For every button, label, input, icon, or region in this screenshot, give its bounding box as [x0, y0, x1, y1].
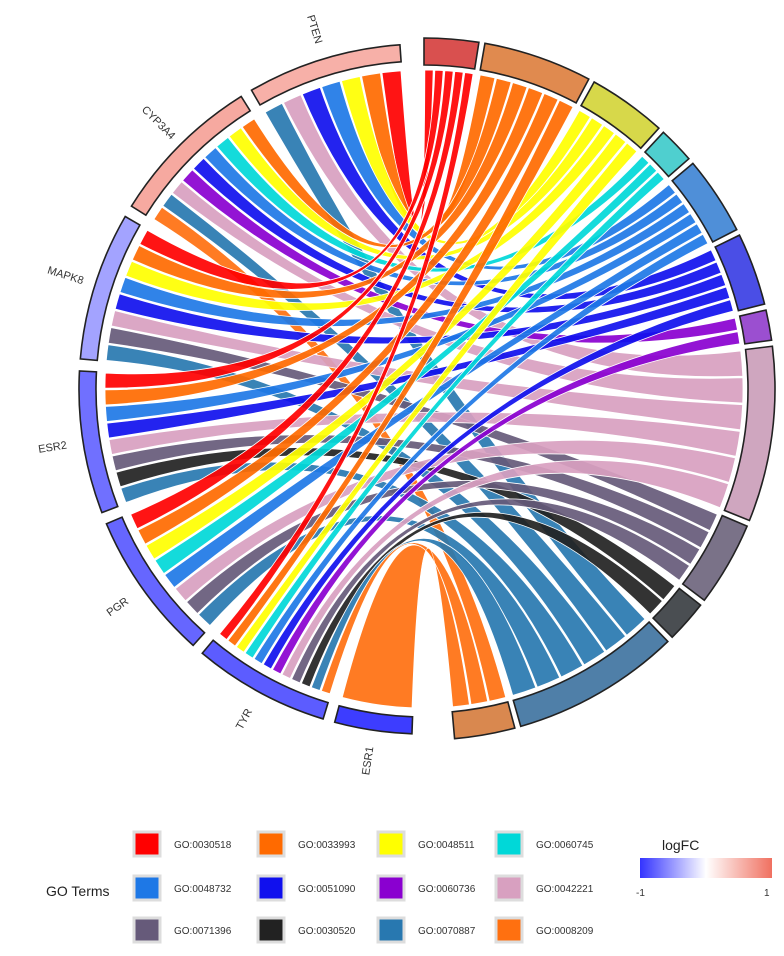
ribbon — [264, 102, 646, 636]
logfc-max-label: 1 — [764, 888, 770, 899]
legend-swatch — [256, 874, 286, 902]
ribbon — [137, 93, 559, 545]
legend-label: GO:0030520 — [298, 926, 356, 937]
legend-title: GO Terms — [46, 883, 110, 899]
legend: GO Terms GO:0030518 GO:0033993 GO:0048511 G… — [46, 830, 772, 944]
ribbon — [145, 133, 627, 560]
term-arc-go-0060736 — [738, 309, 773, 345]
gene-arc-mapk8 — [79, 215, 142, 362]
term-arc-go-0030518 — [423, 37, 480, 70]
ribbon — [130, 71, 464, 530]
ribbon — [110, 310, 744, 431]
ribbon — [105, 213, 697, 422]
term-arc-go-0008209 — [451, 700, 516, 740]
legend-label: GO:0042221 — [536, 884, 594, 895]
gene-label-tyr: TYR — [234, 707, 255, 732]
legend-label: GO:0060745 — [536, 840, 594, 851]
ribbon — [271, 331, 741, 675]
legend-swatch — [256, 830, 286, 858]
legend-swatch — [256, 916, 286, 944]
legend-swatch — [132, 874, 162, 902]
legend-label: GO:0048732 — [174, 884, 232, 895]
legend-label: GO:0008209 — [536, 926, 594, 937]
ribbon — [235, 142, 638, 653]
ribbon — [262, 299, 734, 670]
ribbon — [253, 233, 709, 665]
logfc-colorbar — [640, 858, 772, 878]
ribbon — [244, 171, 665, 659]
ribbon — [107, 327, 718, 532]
gene-arc-pten — [250, 43, 402, 107]
legend-swatch — [376, 916, 406, 944]
gene-label-pgr: PGR — [105, 595, 131, 619]
legend-label: GO:0070887 — [418, 926, 476, 937]
term-arc-go-0048732 — [671, 162, 738, 243]
legend-swatch — [132, 916, 162, 944]
logfc-scale-title: logFC — [662, 837, 699, 853]
term-arc-go-0042221 — [723, 345, 776, 522]
go-chord-diagram: PTEN CYP3A4 MAPK8 ESR2 PGR TYR ESR1 — [37, 14, 776, 776]
term-arc-group — [423, 37, 776, 740]
ribbon — [106, 286, 731, 439]
ribbon — [341, 544, 470, 709]
gene-arc-esr1 — [333, 704, 414, 735]
ribbon — [281, 459, 730, 680]
ribbon — [104, 70, 454, 389]
legend-label: GO:0051090 — [298, 884, 356, 895]
ribbon — [186, 480, 701, 615]
gene-arc-esr2 — [78, 370, 119, 514]
gene-label-esr1: ESR1 — [360, 746, 376, 776]
gene-arc-group — [78, 43, 414, 735]
term-arc-go-0033993 — [479, 42, 590, 105]
term-arc-go-0070887 — [512, 620, 669, 728]
legend-swatch — [494, 830, 524, 858]
ribbon — [219, 72, 474, 641]
term-arc-go-0048511 — [579, 80, 660, 150]
ribbon — [300, 511, 663, 688]
gene-arc-cyp3a4 — [130, 95, 252, 217]
ribbon — [174, 439, 736, 602]
legend-items: GO:0030518 GO:0033993 GO:0048511 GO:0060745… — [132, 830, 594, 944]
term-arc-go-0071396 — [681, 514, 749, 602]
logfc-min-label: -1 — [636, 888, 645, 899]
ribbon — [120, 461, 584, 678]
ribbon — [104, 87, 544, 406]
legend-label: GO:0060736 — [418, 884, 476, 895]
gene-arc-pgr — [105, 516, 206, 647]
term-arc-go-0051090 — [714, 234, 766, 312]
ribbon — [192, 157, 722, 314]
ribbon — [115, 447, 676, 601]
ribbon — [139, 69, 444, 290]
ribbon — [228, 117, 604, 261]
ribbon — [320, 542, 489, 705]
ribbon — [131, 82, 528, 299]
gene-label-pten: PTEN — [304, 14, 324, 46]
term-arc-go-0060745 — [643, 131, 691, 178]
ribbon — [197, 515, 561, 688]
legend-swatch — [132, 830, 162, 858]
legend-swatch — [376, 830, 406, 858]
legend-swatch — [494, 874, 524, 902]
ribbon — [291, 498, 691, 684]
term-arc-go-0030520 — [651, 587, 702, 639]
ribbon — [241, 77, 512, 248]
ribbon — [227, 99, 574, 647]
legend-label: GO:0048511 — [418, 840, 475, 851]
gene-label-mapk8: MAPK8 — [46, 265, 85, 288]
legend-swatch — [494, 916, 524, 944]
gene-arc-tyr — [201, 639, 330, 720]
ribbon-group — [104, 69, 744, 709]
legend-label: GO:0071396 — [174, 926, 232, 937]
gene-label-esr2: ESR2 — [37, 440, 67, 456]
legend-label: GO:0033993 — [298, 840, 356, 851]
ribbon — [154, 163, 658, 575]
gene-label-cyp3a4: CYP3A4 — [139, 104, 177, 142]
legend-label: GO:0030518 — [174, 840, 232, 851]
legend-swatch — [376, 874, 406, 902]
